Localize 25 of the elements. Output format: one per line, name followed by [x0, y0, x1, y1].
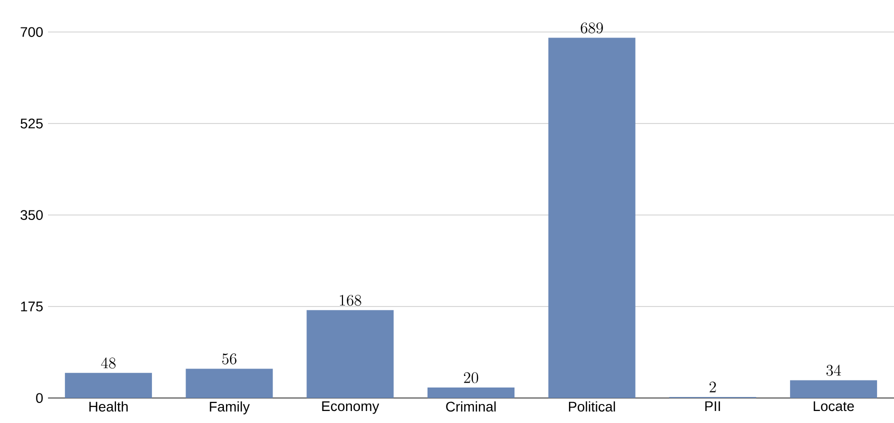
- data-label: 48: [101, 357, 116, 369]
- bar: [548, 38, 636, 398]
- x-tick-label: Economy: [322, 401, 380, 414]
- data-label: 34: [826, 364, 841, 376]
- x-tick-label: Locate: [814, 401, 854, 412]
- data-label: 2: [710, 382, 716, 392]
- bar: [306, 310, 394, 398]
- x-tick-label: Political: [568, 401, 615, 412]
- data-label: 20: [464, 372, 478, 384]
- y-tick-label: 700: [20, 27, 43, 37]
- bar: [427, 388, 515, 398]
- x-tick-label: PII: [705, 401, 720, 411]
- data-label: 56: [222, 353, 236, 364]
- x-tick-label: Criminal: [446, 401, 496, 412]
- y-tick-label: 525: [20, 118, 43, 128]
- bar: [790, 380, 878, 398]
- data-label: 168: [340, 294, 362, 306]
- y-tick-label: 175: [21, 302, 43, 312]
- y-tick-label: 350: [20, 210, 43, 220]
- y-tick-label: 0: [36, 393, 43, 403]
- bar: [64, 372, 152, 398]
- x-tick-label: Family: [210, 401, 250, 414]
- data-label: 689: [580, 22, 603, 34]
- bar: [186, 368, 273, 398]
- x-tick-label: Health: [89, 401, 128, 412]
